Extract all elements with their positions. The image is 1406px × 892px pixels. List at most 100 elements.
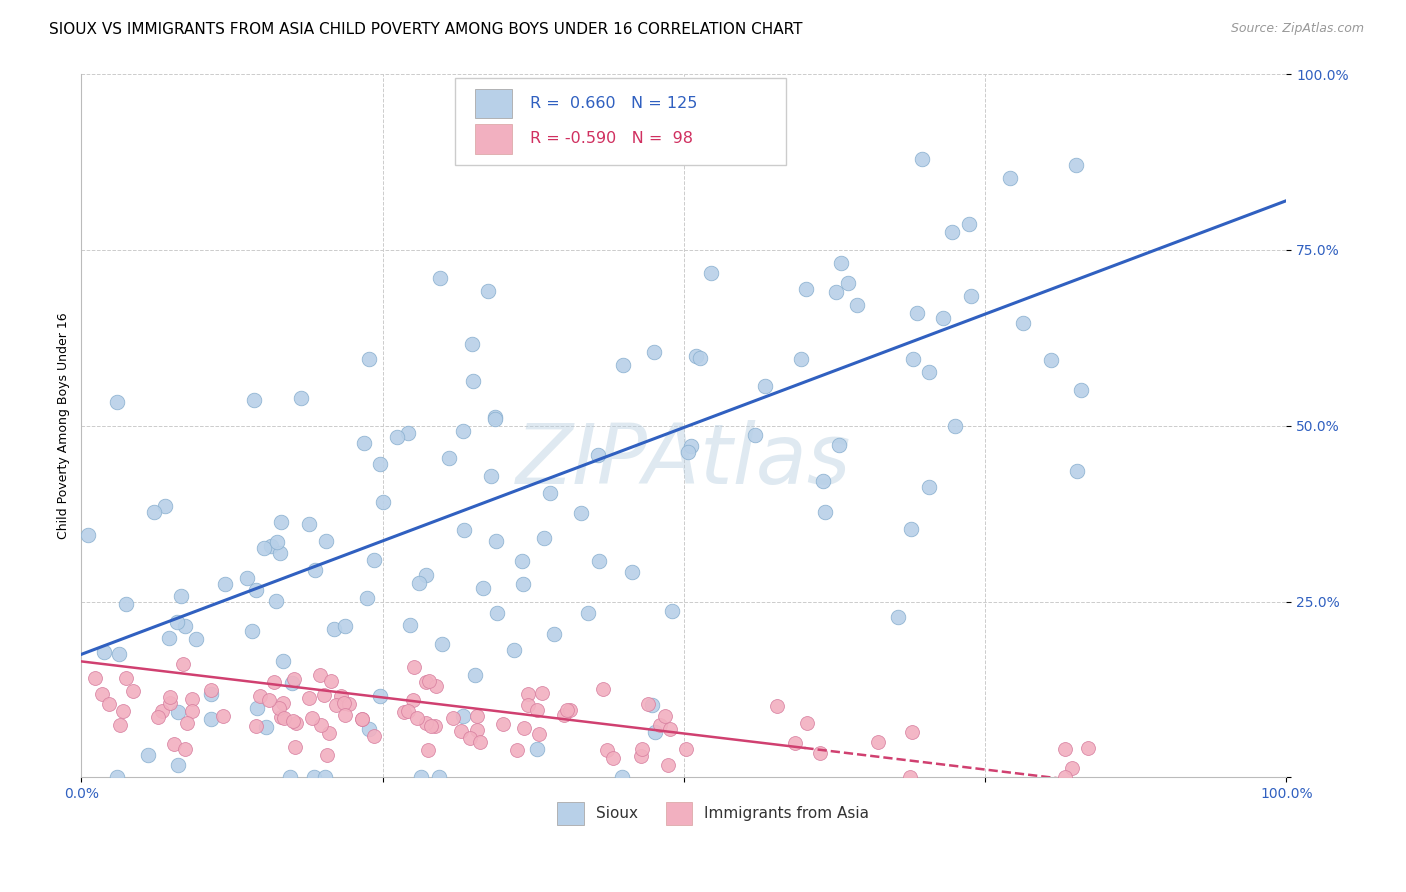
Point	[453, 709, 475, 723]
Point	[612, 358, 634, 372]
Point	[588, 554, 610, 568]
Point	[266, 535, 288, 549]
Point	[510, 553, 533, 567]
Point	[335, 707, 357, 722]
Point	[461, 337, 484, 351]
Point	[485, 533, 508, 548]
Point	[631, 741, 654, 756]
Point	[828, 437, 851, 451]
Point	[166, 615, 188, 630]
Point	[517, 698, 540, 713]
Point	[269, 545, 291, 559]
Point	[409, 771, 432, 785]
Point	[429, 271, 451, 285]
Point	[689, 351, 711, 365]
Point	[1000, 170, 1022, 185]
Point	[1066, 464, 1088, 478]
Point	[675, 742, 697, 756]
Point	[837, 276, 859, 290]
Point	[353, 436, 375, 450]
Text: R = -0.590   N =  98: R = -0.590 N = 98	[530, 131, 693, 146]
Point	[314, 771, 336, 785]
Point	[492, 717, 515, 731]
Point	[212, 708, 235, 723]
Point	[1066, 158, 1088, 172]
Point	[242, 392, 264, 407]
Point	[465, 723, 488, 737]
Point	[385, 430, 408, 444]
Point	[297, 516, 319, 531]
Point	[957, 218, 980, 232]
Point	[200, 682, 222, 697]
Point	[1040, 353, 1063, 368]
Point	[371, 494, 394, 508]
FancyBboxPatch shape	[557, 802, 583, 824]
Point	[637, 698, 659, 712]
Point	[754, 379, 776, 393]
Point	[309, 668, 332, 682]
Point	[91, 687, 114, 701]
Point	[538, 485, 561, 500]
Point	[526, 703, 548, 717]
Point	[107, 771, 129, 785]
Point	[576, 606, 599, 620]
Point	[329, 689, 352, 703]
Y-axis label: Child Poverty Among Boys Under 16: Child Poverty Among Boys Under 16	[58, 312, 70, 539]
Point	[484, 412, 506, 426]
Point	[302, 771, 325, 785]
Point	[309, 717, 332, 731]
Point	[811, 474, 834, 488]
Point	[170, 589, 193, 603]
Point	[271, 654, 294, 668]
Point	[332, 696, 354, 710]
Point	[271, 696, 294, 710]
Point	[270, 516, 292, 530]
Point	[650, 717, 672, 731]
Point	[318, 725, 340, 739]
Point	[418, 674, 440, 689]
Point	[543, 626, 565, 640]
Point	[464, 667, 486, 681]
Point	[513, 721, 536, 735]
Point	[901, 724, 924, 739]
Point	[418, 743, 440, 757]
Point	[370, 690, 392, 704]
Point	[419, 719, 441, 733]
Point	[186, 632, 208, 647]
Point	[136, 747, 159, 762]
Point	[111, 705, 134, 719]
Point	[281, 676, 304, 690]
Point	[315, 534, 337, 549]
Point	[814, 505, 837, 519]
Point	[808, 747, 831, 761]
Point	[658, 723, 681, 737]
Point	[1054, 771, 1077, 785]
Point	[744, 428, 766, 442]
FancyBboxPatch shape	[475, 89, 512, 119]
Point	[319, 674, 342, 689]
Point	[830, 256, 852, 270]
Point	[259, 692, 281, 706]
Point	[512, 577, 534, 591]
Point	[529, 726, 551, 740]
Point	[263, 674, 285, 689]
Point	[402, 660, 425, 674]
Point	[887, 610, 910, 624]
Point	[630, 749, 652, 764]
Point	[1070, 383, 1092, 397]
FancyBboxPatch shape	[666, 802, 692, 824]
Point	[356, 591, 378, 605]
Point	[423, 719, 446, 733]
Point	[240, 624, 263, 638]
Point	[471, 581, 494, 595]
Point	[415, 716, 437, 731]
Point	[468, 734, 491, 748]
Point	[533, 531, 555, 545]
Point	[789, 351, 811, 366]
Point	[180, 704, 202, 718]
Point	[610, 771, 633, 785]
Point	[681, 439, 703, 453]
FancyBboxPatch shape	[475, 124, 512, 153]
Point	[592, 682, 614, 697]
Point	[644, 725, 666, 739]
